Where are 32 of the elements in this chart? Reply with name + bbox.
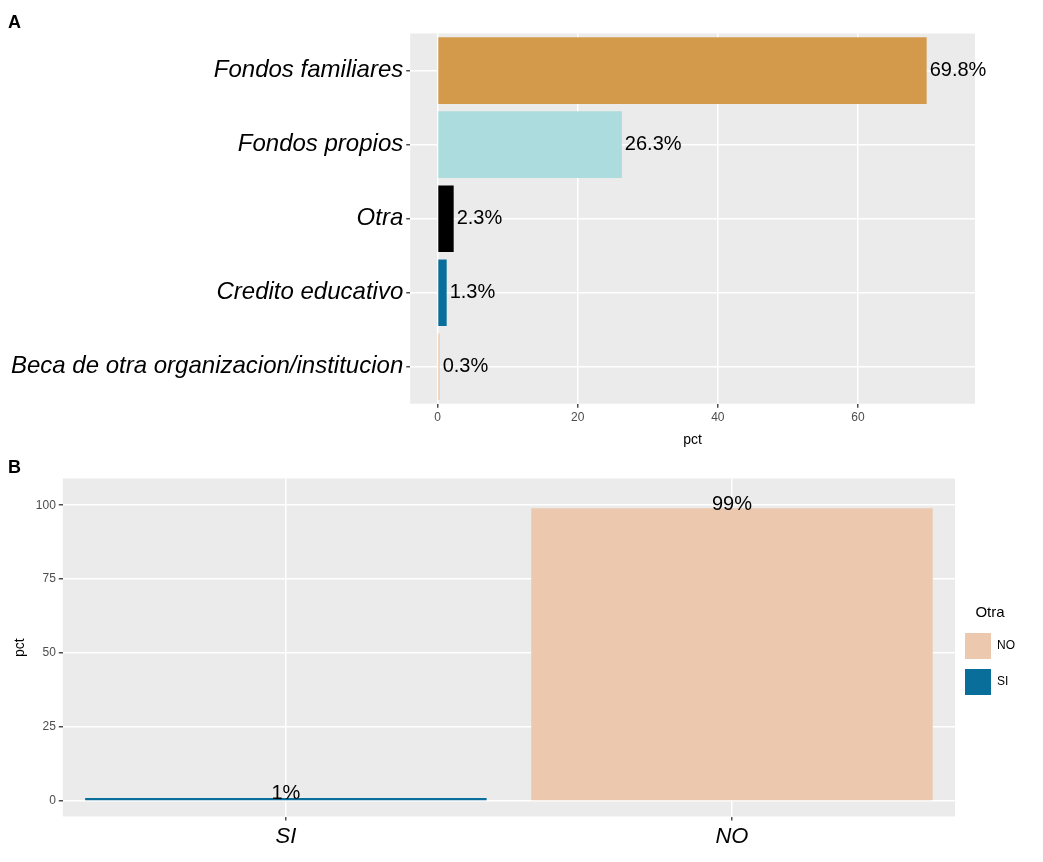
data-label: 1.3% <box>449 280 496 303</box>
y-tick-label: 50 <box>42 645 57 660</box>
y-axis-title: pct <box>11 638 28 657</box>
bar <box>438 111 622 178</box>
legend-title: Otra <box>975 602 1006 620</box>
x-tick-label: 20 <box>571 410 585 425</box>
x-tick-label: 0 <box>434 410 442 425</box>
legend-label: SI <box>997 674 1009 689</box>
data-label: 69.8% <box>929 58 987 81</box>
bar <box>438 185 454 253</box>
y-tick-label: Fondos familiares <box>213 55 404 83</box>
y-tick-label: Beca de otra organizacion/institucion <box>10 351 404 379</box>
text: A <box>8 11 21 32</box>
legend-label: NO <box>997 638 1015 653</box>
y-tick-label: 75 <box>42 571 57 586</box>
data-label: 99% <box>711 491 753 514</box>
y-tick-label: 100 <box>35 497 57 512</box>
y-tick-label: 25 <box>42 719 57 734</box>
data-label: 1% <box>271 781 301 804</box>
x-tick-label: 40 <box>711 410 725 425</box>
bar <box>438 37 927 104</box>
y-tick-label: 0 <box>49 793 57 808</box>
data-label: 26.3% <box>624 132 682 155</box>
bar <box>438 259 447 327</box>
x-axis-title: pct <box>683 431 703 448</box>
data-label: 0.3% <box>442 354 489 377</box>
data-label: 2.3% <box>456 206 503 229</box>
y-tick-label: Otra <box>356 203 404 231</box>
y-tick-label: Credito educativo <box>216 277 404 305</box>
chart-title: B <box>8 456 21 477</box>
y-tick-label: Fondos propios <box>237 129 404 157</box>
x-tick-label: 60 <box>851 410 865 425</box>
